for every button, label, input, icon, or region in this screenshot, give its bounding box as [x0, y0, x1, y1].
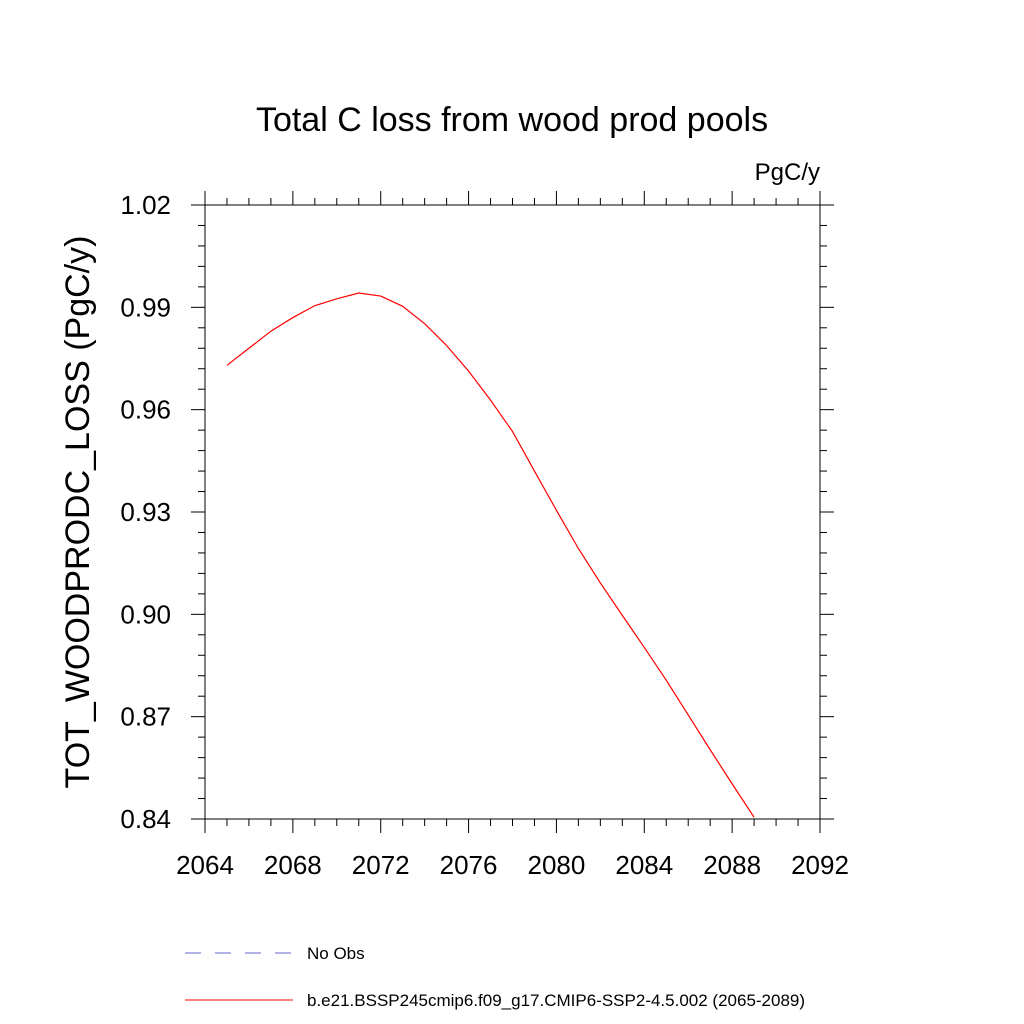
y-axis-label: TOT_WOODPRODC_LOSS (PgC/y): [59, 236, 97, 789]
plot-frame: [204, 204, 821, 820]
legend-label: b.e21.BSSP245cmip6.f09_g17.CMIP6-SSP2-4.…: [307, 991, 805, 1010]
series-line: [226, 292, 755, 818]
y-tick-label: 0.90: [120, 599, 171, 629]
x-tick-label: 2080: [528, 850, 586, 880]
x-tick-label: 2092: [791, 850, 849, 880]
x-tick-label: 2088: [703, 850, 761, 880]
units-label: PgC/y: [755, 159, 820, 186]
y-tick-label: 0.87: [120, 702, 171, 732]
y-tick-label: 0.93: [120, 497, 171, 527]
x-tick-label: 2072: [352, 850, 410, 880]
series-group: [226, 292, 755, 818]
x-tick-label: 2064: [176, 850, 234, 880]
y-tick-label: 0.99: [120, 292, 171, 322]
y-tick-label: 0.96: [120, 395, 171, 425]
y-tick-label: 1.02: [120, 190, 171, 220]
chart-title: Total C loss from wood prod pools: [256, 101, 768, 139]
legend: No Obs b.e21.BSSP245cmip6.f09_g17.CMIP6-S…: [185, 944, 805, 1010]
axes-group: 2064 2068 2072 2076 2080 2084 2088 2092 0.84 0.87…: [120, 190, 849, 880]
y-tick-label: 0.84: [120, 804, 171, 834]
x-tick-label: 2084: [615, 850, 673, 880]
legend-label: No Obs: [307, 944, 365, 963]
x-tick-label: 2068: [264, 850, 322, 880]
x-tick-label: 2076: [440, 850, 498, 880]
